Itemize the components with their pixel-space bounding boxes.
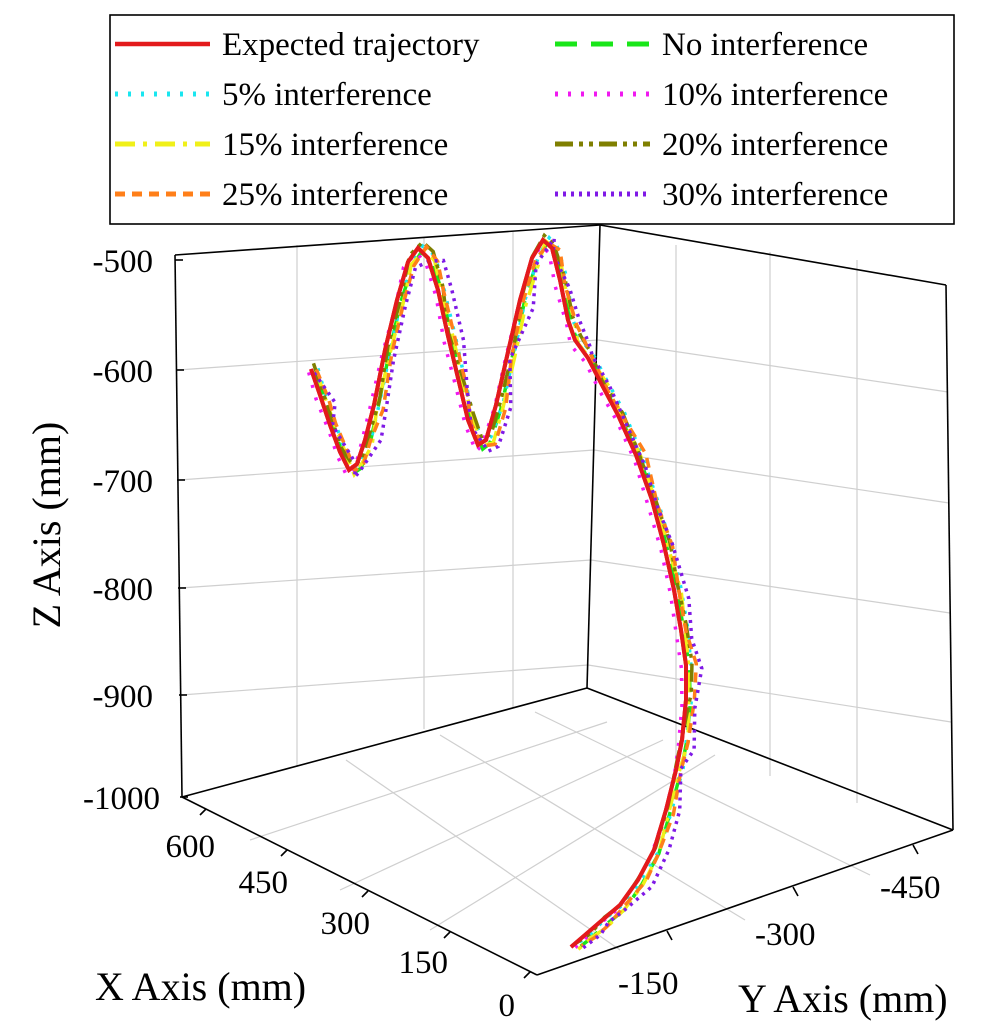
grid xyxy=(177,232,952,951)
z-axis: -500 -600 -700 -800 -900 -1000 Z Axis (m… xyxy=(24,244,188,817)
legend-label: 15% interference xyxy=(222,127,448,163)
legend-label: 20% interference xyxy=(662,127,888,163)
x-tick-label: 0 xyxy=(499,988,516,1024)
legend: Expected trajectory No interference 5% int… xyxy=(109,14,955,225)
x-tick-label: 600 xyxy=(166,829,216,865)
series-line xyxy=(314,238,691,953)
legend-label: Expected trajectory xyxy=(222,27,480,63)
legend-label: 10% interference xyxy=(662,77,888,113)
x-tick-label: 450 xyxy=(239,865,289,901)
series-line xyxy=(307,243,684,954)
x-axis: 600 450 300 150 0 X Axis (mm) xyxy=(95,808,531,1024)
y-axis-label: Y Axis (mm) xyxy=(738,976,948,1021)
y-tick-label: -450 xyxy=(880,870,941,906)
axes-frame xyxy=(174,224,954,976)
y-tick-label: -150 xyxy=(618,966,679,1002)
x-tick-label: 150 xyxy=(399,945,449,981)
z-tick-label: -800 xyxy=(93,572,154,608)
series-line xyxy=(316,234,694,947)
x-axis-label: X Axis (mm) xyxy=(95,964,306,1009)
series-line xyxy=(309,236,688,949)
z-tick-label: -1000 xyxy=(83,781,160,817)
z-tick-label: -500 xyxy=(93,244,154,280)
y-tick-label: -300 xyxy=(755,917,816,953)
z-tick-label: -900 xyxy=(93,679,154,715)
series-line xyxy=(314,240,692,953)
y-axis: -150 -300 -450 Y Axis (mm) xyxy=(618,844,948,1021)
series-line xyxy=(309,236,688,949)
legend-label: 5% interference xyxy=(222,77,432,113)
series-layer xyxy=(307,232,704,954)
legend-label: 30% interference xyxy=(662,177,888,213)
x-tick-label: 300 xyxy=(321,906,371,942)
legend-label: 25% interference xyxy=(222,177,448,213)
z-axis-label: Z Axis (mm) xyxy=(24,422,69,629)
z-tick-label: -600 xyxy=(93,354,154,390)
legend-label: No interference xyxy=(662,27,868,63)
z-tick-label: -700 xyxy=(93,464,154,500)
series-line xyxy=(311,232,694,947)
